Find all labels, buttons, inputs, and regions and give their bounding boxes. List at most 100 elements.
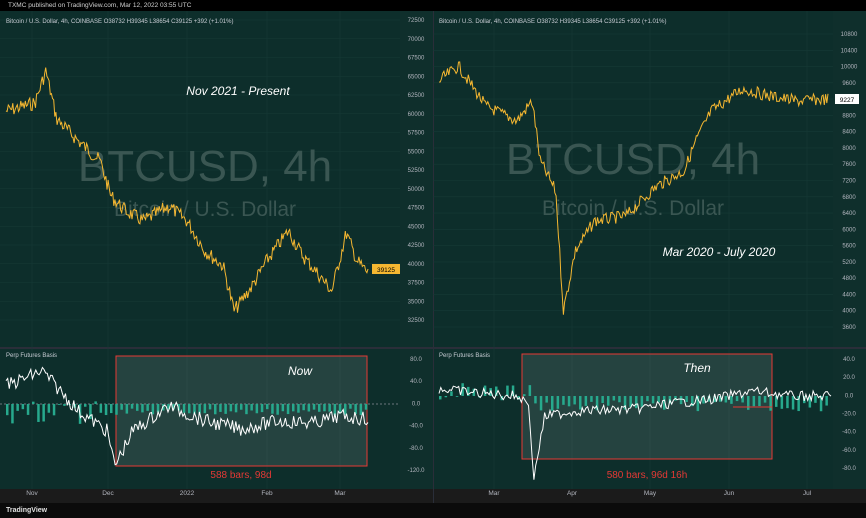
left-basis-bar bbox=[338, 404, 342, 414]
left-basis-line bbox=[5, 366, 369, 466]
right-basis-bar bbox=[528, 385, 532, 396]
left-basis-bar bbox=[146, 404, 149, 411]
right-basis-bar bbox=[539, 396, 543, 411]
right-basis-bar bbox=[523, 394, 526, 396]
left-basis-bar bbox=[260, 404, 264, 413]
right-y-tick: 4800 bbox=[842, 276, 856, 282]
left-basis-bar bbox=[162, 404, 165, 411]
right-basis-bar bbox=[741, 396, 744, 403]
left-basis-bar bbox=[21, 404, 25, 410]
left-price-series bbox=[5, 67, 369, 313]
right-y-tick: 3600 bbox=[842, 325, 856, 331]
right-basis-line bbox=[438, 385, 832, 480]
right-indicator-tick: -80.0 bbox=[842, 466, 856, 472]
left-indicator-tick: 80.0 bbox=[410, 357, 422, 363]
left-basis-bar bbox=[32, 401, 35, 404]
right-basis-bar bbox=[825, 396, 828, 406]
left-basis-bar bbox=[245, 404, 248, 415]
right-basis-bar bbox=[629, 396, 632, 407]
left-basis-bar bbox=[125, 404, 129, 414]
right-basis-bar bbox=[495, 386, 498, 396]
right-basis-bar bbox=[450, 391, 453, 396]
left-y-tick: 37500 bbox=[408, 281, 425, 287]
left-basis-bar bbox=[188, 404, 191, 414]
left-basis-bar bbox=[354, 404, 357, 415]
right-basis-bar bbox=[651, 396, 655, 404]
left-basis-bar bbox=[6, 404, 9, 416]
left-x-tick: Feb bbox=[261, 490, 273, 497]
right-basis-bar bbox=[791, 396, 795, 410]
right-chart[interactable]: BTCUSD, 4h Bitcoin / U.S. Dollar Bitcoin… bbox=[433, 11, 866, 503]
right-indicator-tick: -60.0 bbox=[842, 448, 856, 454]
left-basis-bar bbox=[94, 401, 97, 404]
right-basis-bar bbox=[679, 396, 683, 405]
right-basis-bar bbox=[618, 396, 621, 403]
right-basis-bar bbox=[696, 396, 700, 412]
right-basis-bar bbox=[719, 396, 722, 402]
right-basis-bar bbox=[640, 396, 644, 407]
left-basis-bar bbox=[177, 404, 181, 411]
right-y-tick: 10000 bbox=[841, 65, 858, 71]
left-basis-bar bbox=[349, 404, 352, 409]
right-y-tick: 9600 bbox=[842, 81, 856, 87]
right-basis-bar bbox=[786, 396, 789, 409]
left-basis-bar bbox=[63, 404, 66, 406]
right-basis-bar bbox=[646, 396, 649, 402]
left-basis-bar bbox=[120, 404, 123, 410]
left-basis-bar bbox=[224, 404, 227, 414]
published-text: TXMC published on TradingView.com, Mar 1… bbox=[8, 2, 192, 9]
left-basis-bar bbox=[240, 404, 243, 410]
right-watermark-small: Bitcoin / U.S. Dollar bbox=[542, 197, 724, 220]
right-basis-bar bbox=[472, 388, 476, 396]
right-y-tick: 10400 bbox=[841, 48, 858, 54]
left-basis-bar bbox=[47, 404, 51, 413]
left-basis-bar bbox=[167, 404, 170, 410]
right-basis-bar bbox=[601, 396, 604, 404]
left-basis-bar bbox=[364, 404, 368, 410]
left-basis-bar bbox=[276, 404, 279, 415]
right-x-tick: Mar bbox=[488, 490, 500, 497]
left-basis-bar bbox=[141, 404, 144, 413]
left-basis-bar bbox=[250, 404, 253, 411]
left-basis-bar bbox=[42, 404, 45, 422]
right-indicator-axis: 40.0 20.0 0.0 -20.0 -40.0 -60.0 -80.0 bbox=[842, 357, 856, 472]
left-basis-bar bbox=[266, 404, 269, 410]
left-basis-bar bbox=[281, 404, 285, 412]
left-indicator-tick: -120.0 bbox=[407, 468, 425, 474]
tradingview-logo: TradingView bbox=[6, 507, 48, 514]
right-y-tick: 10800 bbox=[841, 32, 858, 38]
left-x-tick: Dec bbox=[102, 490, 114, 497]
right-y-tick: 5600 bbox=[842, 244, 856, 250]
right-basis-bar bbox=[461, 383, 464, 396]
left-basis-bar bbox=[37, 404, 40, 422]
right-basis-bar bbox=[455, 396, 459, 397]
left-basis-bar bbox=[344, 404, 347, 415]
right-basis-bar bbox=[763, 396, 767, 403]
right-basis-bar bbox=[819, 396, 823, 412]
left-basis-bar bbox=[99, 404, 103, 413]
left-y-axis: 72500 70000 67500 65000 62500 60000 57500 55000… bbox=[408, 18, 425, 324]
left-y-tick: 57500 bbox=[408, 131, 425, 137]
left-indicator-axis: 80.0 40.0 0.0 -40.0 -80.0 -120.0 bbox=[407, 357, 425, 474]
left-basis-bar bbox=[151, 404, 155, 415]
right-last-price: 9227 bbox=[840, 97, 855, 104]
left-y-tick: 45000 bbox=[408, 224, 425, 230]
right-x-tick: Jun bbox=[724, 490, 735, 497]
left-last-price-badge bbox=[372, 264, 400, 274]
right-range-box[interactable] bbox=[521, 353, 773, 460]
left-basis-bar bbox=[198, 404, 201, 414]
left-basis-bar bbox=[312, 404, 316, 410]
right-basis-bar bbox=[567, 396, 571, 407]
left-y-tick: 40000 bbox=[408, 262, 425, 268]
right-basis-bar bbox=[769, 396, 772, 411]
left-y-tick: 35000 bbox=[408, 299, 425, 305]
left-basis-bar bbox=[193, 404, 196, 414]
right-basis-bar bbox=[730, 396, 733, 404]
left-chart[interactable]: BTCUSD, 4h Bitcoin / U.S. Dollar Bitcoin… bbox=[0, 11, 433, 503]
right-y-tick: 4400 bbox=[842, 292, 856, 298]
right-indicator-tick: -40.0 bbox=[842, 430, 856, 436]
right-indicator-title: Perp Futures Basis bbox=[439, 353, 490, 359]
right-range-tag: Then bbox=[683, 361, 711, 375]
left-basis-bar bbox=[333, 404, 337, 415]
right-watermark-big: BTCUSD, 4h bbox=[506, 135, 760, 184]
